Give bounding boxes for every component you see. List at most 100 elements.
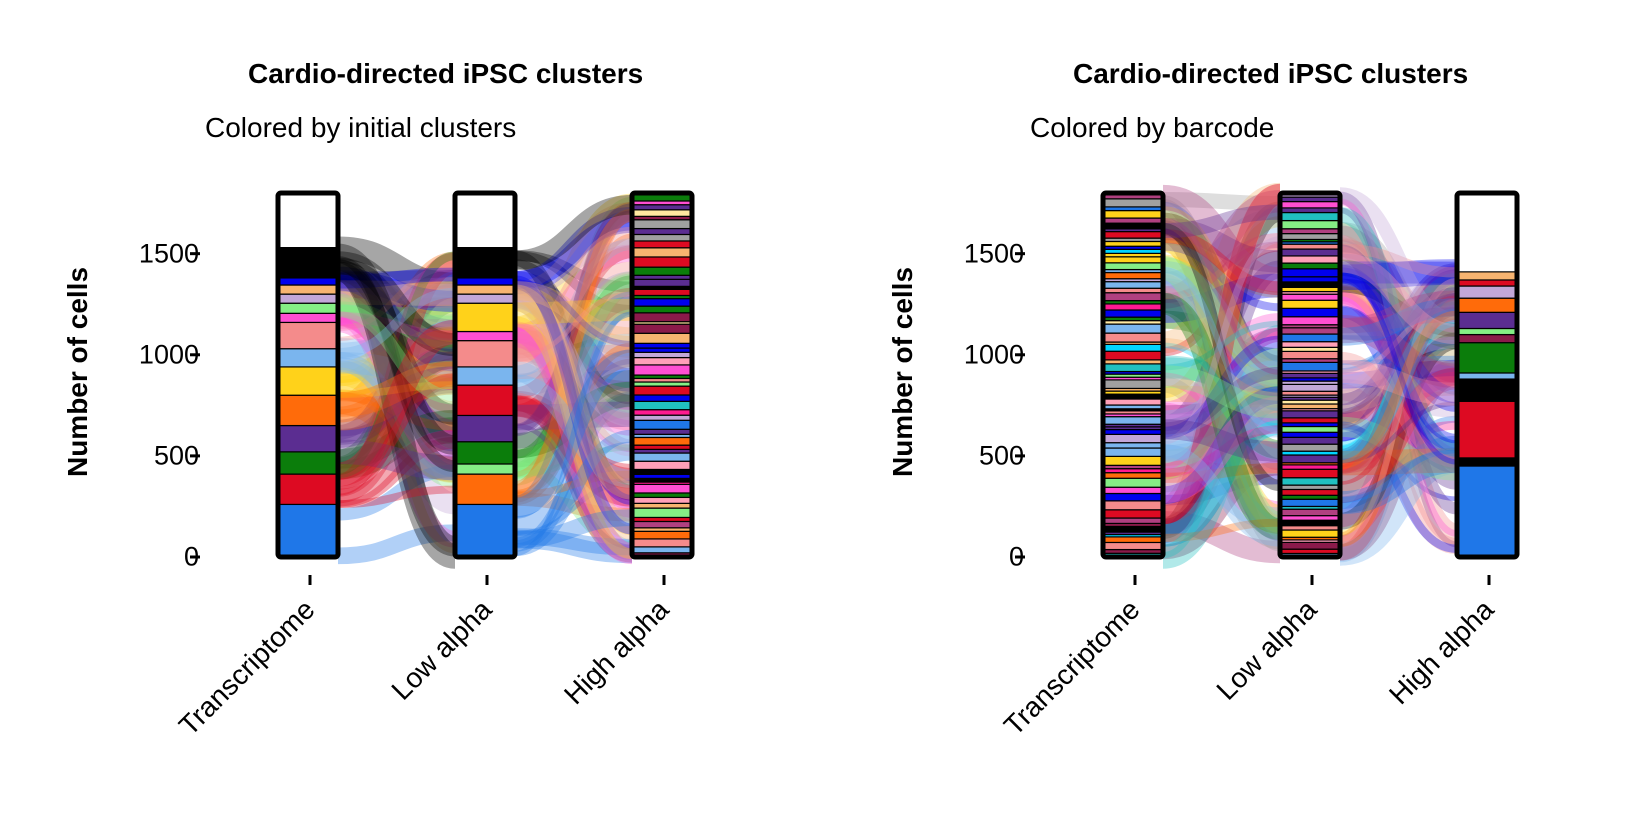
alluvial-flows [1160, 182, 1460, 569]
alluvial-flow [1338, 207, 1459, 457]
alluvial-flow [337, 357, 456, 461]
alluvial-flow [337, 267, 456, 289]
stratum-segment [1279, 425, 1341, 433]
stratum-segment [1102, 536, 1164, 544]
stratum-segment [1102, 509, 1164, 519]
alluvial-flow [1338, 323, 1459, 465]
alluvial-flow [512, 279, 635, 540]
alluvial-flow [1162, 320, 1281, 371]
alluvial-flow [337, 251, 456, 357]
alluvial-flow [1162, 327, 1281, 432]
stratum-segment [631, 520, 693, 529]
stratum-segment [454, 384, 516, 417]
stratum-segment [277, 247, 339, 279]
stratum-segment [1279, 431, 1341, 438]
alluvial-flow [1162, 396, 1281, 504]
alluvial-flow [1339, 349, 1458, 413]
alluvial-flow [1338, 264, 1459, 528]
alluvial-flow [337, 439, 456, 481]
alluvial-flow [337, 275, 456, 352]
chart-plot-area [1015, 182, 1520, 585]
alluvial-flow [336, 293, 457, 489]
alluvial-flow [337, 381, 456, 399]
alluvial-flow [1162, 342, 1281, 429]
alluvial-flow [514, 259, 633, 405]
alluvial-flow [513, 340, 634, 560]
stratum-segment [454, 340, 516, 368]
alluvial-flow [337, 277, 456, 477]
alluvial-flow [337, 389, 456, 482]
alluvial-flow [1339, 449, 1458, 515]
alluvial-flow [1161, 376, 1282, 550]
alluvial-flow [337, 303, 456, 445]
alluvial-flow [1339, 335, 1458, 345]
stratum-segment [631, 204, 693, 211]
alluvial-flow [337, 352, 456, 389]
alluvial-flow [512, 202, 635, 503]
alluvial-flow [1161, 201, 1282, 412]
alluvial-flow [1161, 223, 1282, 471]
stratum-segment [1102, 271, 1164, 280]
alluvial-flow [1339, 421, 1458, 554]
alluvial-flow [1162, 510, 1281, 564]
stratum-frame [275, 190, 341, 560]
alluvial-flow [1337, 237, 1460, 467]
stratum-segment [1279, 307, 1341, 318]
alluvial-flow [514, 275, 633, 535]
alluvial-flow [1339, 207, 1458, 548]
alluvial-flow [1338, 269, 1459, 465]
alluvial-flow [337, 312, 456, 341]
stratum-column [452, 190, 518, 560]
alluvial-flow [1338, 305, 1459, 474]
stratum-frame [1454, 190, 1520, 560]
stratum-segment [631, 278, 693, 287]
alluvial-flow [1161, 184, 1282, 293]
alluvial-flow [1162, 327, 1281, 478]
stratum-segment [277, 366, 339, 396]
alluvial-flow [513, 287, 634, 426]
y-tick-label: 500 [978, 440, 1024, 471]
stratum-segment [1102, 217, 1164, 224]
stratum-segment [1279, 228, 1341, 235]
alluvial-flow [1162, 335, 1281, 440]
stratum-segment [631, 385, 693, 396]
alluvial-flow [514, 528, 633, 556]
alluvial-flow [514, 323, 633, 410]
alluvial-flow [514, 283, 633, 344]
stratum-segment [631, 233, 693, 242]
alluvial-flow [1162, 409, 1281, 466]
alluvial-flow [1339, 298, 1458, 346]
alluvial-flow [1339, 278, 1458, 337]
alluvial-flow [1162, 285, 1281, 416]
alluvial-flow [514, 279, 633, 347]
alluvial-flow [337, 464, 456, 521]
alluvial-flow [514, 429, 633, 557]
stratum-segment [631, 530, 693, 540]
alluvial-flow [336, 308, 457, 548]
alluvial-flow [337, 385, 456, 437]
stratum-segment [1279, 276, 1341, 283]
alluvial-flow [336, 279, 457, 466]
alluvial-flow [337, 359, 456, 477]
stratum-segment [277, 312, 339, 324]
alluvial-flow [1339, 310, 1458, 470]
alluvial-flow [514, 298, 633, 325]
alluvial-flow [1338, 367, 1459, 504]
chart-plot-area [190, 190, 695, 585]
stratum-segment [1279, 333, 1341, 343]
stratum-segment [454, 473, 516, 506]
alluvial-flow [1162, 426, 1281, 452]
alluvial-flow [1162, 208, 1281, 297]
alluvial-flow [1162, 273, 1281, 323]
stratum-segment [277, 277, 339, 286]
alluvial-flow [514, 344, 633, 380]
stratum-segment [631, 496, 693, 504]
alluvial-flow [1161, 233, 1282, 533]
alluvial-flow [514, 294, 633, 426]
stratum-segment [1456, 400, 1518, 459]
alluvial-flow [337, 283, 456, 351]
stratum-segment [631, 240, 693, 249]
alluvial-flow [513, 321, 634, 565]
alluvial-flow [336, 290, 457, 478]
stratum-segment [454, 284, 516, 295]
